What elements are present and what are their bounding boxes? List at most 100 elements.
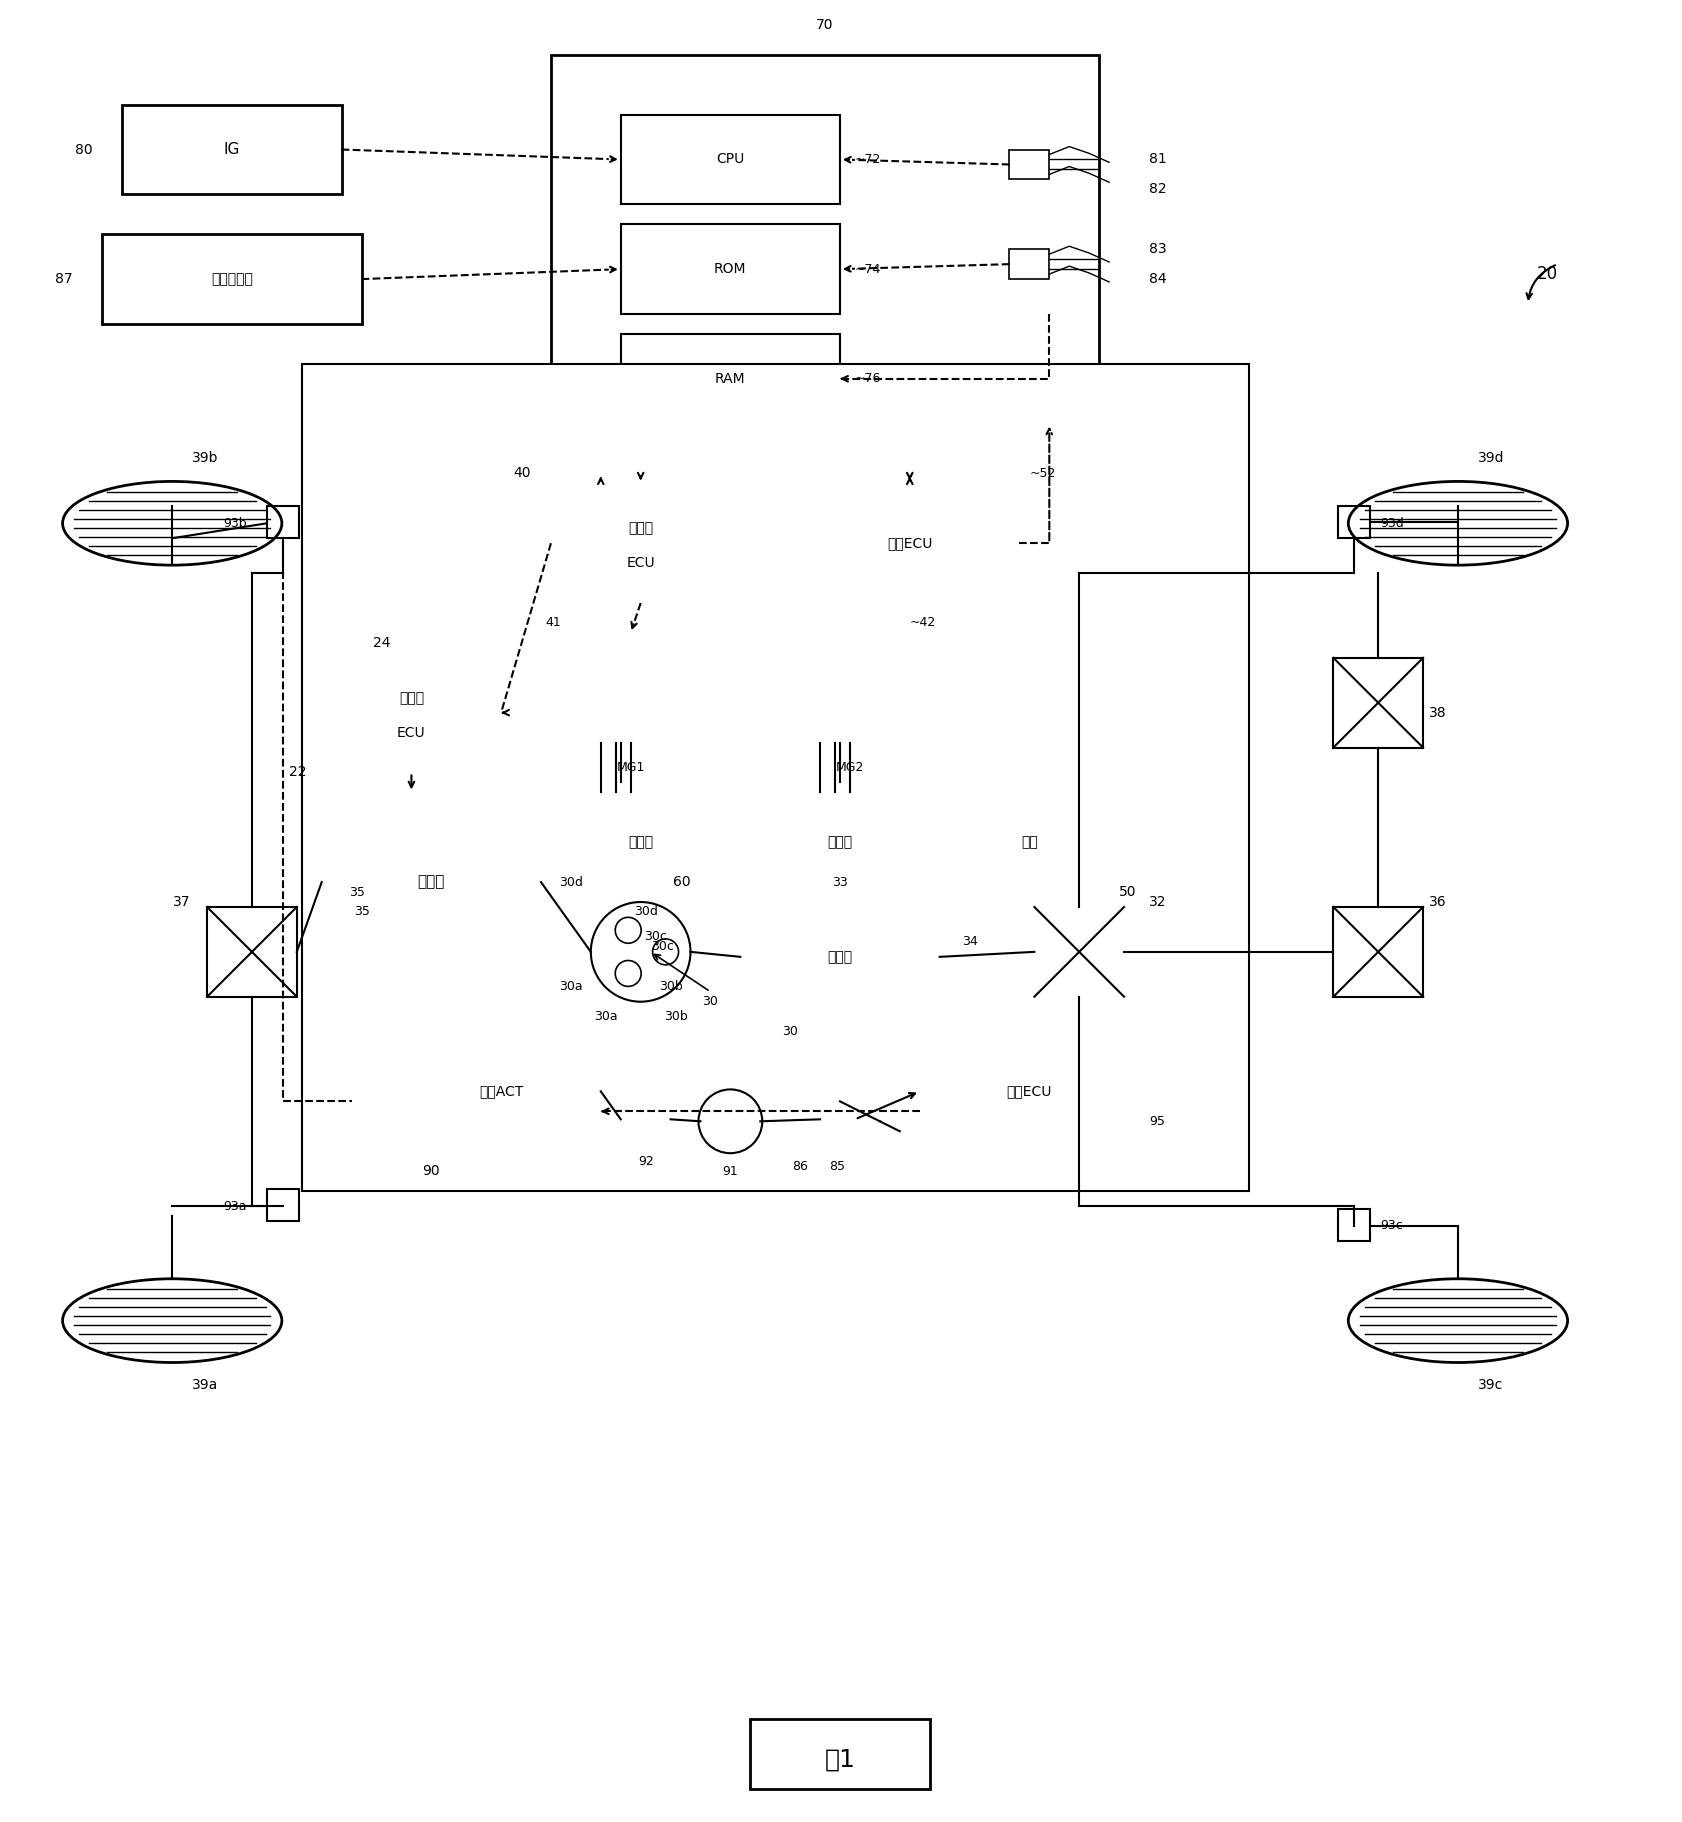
Bar bbox=[1034, 907, 1124, 997]
Text: ~72: ~72 bbox=[854, 153, 881, 166]
Text: CPU: CPU bbox=[717, 153, 745, 166]
Text: MG1: MG1 bbox=[617, 762, 644, 774]
Text: 93b: 93b bbox=[224, 517, 247, 530]
Text: 30b: 30b bbox=[664, 1009, 688, 1024]
Text: ~52: ~52 bbox=[1029, 466, 1056, 479]
Text: 电动机: 电动机 bbox=[627, 521, 653, 536]
Text: ~74: ~74 bbox=[854, 262, 881, 275]
Bar bbox=[552, 55, 1098, 474]
Text: 90: 90 bbox=[422, 1164, 441, 1179]
Bar bbox=[321, 652, 501, 773]
Text: 39a: 39a bbox=[192, 1379, 219, 1392]
Text: 30d: 30d bbox=[634, 906, 658, 918]
Bar bbox=[267, 1190, 299, 1221]
Text: 发动机: 发动机 bbox=[417, 875, 446, 889]
Text: 24: 24 bbox=[373, 636, 390, 650]
Bar bbox=[920, 1042, 1139, 1141]
Text: ECU: ECU bbox=[397, 725, 426, 740]
Text: 30: 30 bbox=[782, 1026, 797, 1039]
Text: 39c: 39c bbox=[1478, 1379, 1504, 1392]
Text: 91: 91 bbox=[723, 1164, 738, 1177]
Text: 30b: 30b bbox=[659, 980, 683, 993]
Text: 22: 22 bbox=[289, 765, 306, 780]
Text: 发动机: 发动机 bbox=[399, 691, 424, 705]
Text: 41: 41 bbox=[545, 616, 560, 629]
Text: 图1: 图1 bbox=[824, 1747, 856, 1771]
Bar bbox=[950, 782, 1108, 902]
Text: 81: 81 bbox=[1149, 153, 1167, 166]
Bar bbox=[552, 483, 730, 603]
Text: 85: 85 bbox=[829, 1159, 844, 1173]
Bar bbox=[372, 1017, 969, 1166]
Text: 30a: 30a bbox=[594, 1009, 617, 1024]
Text: ~76: ~76 bbox=[854, 372, 881, 384]
Text: ECU: ECU bbox=[626, 556, 654, 570]
Bar bbox=[801, 483, 1019, 603]
Text: 70: 70 bbox=[816, 18, 834, 33]
Bar bbox=[801, 632, 900, 743]
Text: 30c: 30c bbox=[644, 931, 668, 944]
Bar bbox=[321, 793, 542, 971]
Text: 制动ACT: 制动ACT bbox=[479, 1084, 523, 1099]
Text: MG2: MG2 bbox=[836, 762, 865, 774]
Bar bbox=[1334, 658, 1423, 747]
Text: RAM: RAM bbox=[715, 372, 745, 386]
Text: 电池ECU: 电池ECU bbox=[886, 536, 932, 550]
Bar bbox=[740, 902, 940, 1011]
Bar bbox=[1334, 907, 1423, 997]
Text: 电动机: 电动机 bbox=[627, 834, 653, 849]
Text: 50: 50 bbox=[1119, 885, 1137, 898]
Text: 30a: 30a bbox=[558, 980, 582, 993]
Text: ~42: ~42 bbox=[910, 616, 935, 629]
Text: 车速传感器: 车速传感器 bbox=[210, 271, 252, 286]
Bar bbox=[750, 782, 930, 902]
Text: ROM: ROM bbox=[715, 262, 747, 277]
Bar bbox=[1009, 149, 1050, 179]
Text: 82: 82 bbox=[1149, 182, 1167, 197]
Text: 92: 92 bbox=[637, 1155, 654, 1168]
Bar bbox=[267, 507, 299, 537]
Bar bbox=[580, 632, 681, 743]
Text: 60: 60 bbox=[673, 875, 691, 889]
Text: 93d: 93d bbox=[1381, 517, 1404, 530]
Text: 变速器: 变速器 bbox=[828, 949, 853, 964]
Text: 84: 84 bbox=[1149, 271, 1167, 286]
Bar bbox=[621, 1100, 671, 1137]
Bar bbox=[621, 333, 839, 425]
Text: 87: 87 bbox=[56, 271, 72, 286]
Text: 37: 37 bbox=[173, 895, 192, 909]
Bar bbox=[103, 235, 362, 324]
Bar bbox=[123, 104, 341, 195]
Text: 80: 80 bbox=[76, 142, 93, 157]
Bar bbox=[750, 1720, 930, 1789]
Text: 36: 36 bbox=[1430, 895, 1447, 909]
Text: 30c: 30c bbox=[651, 940, 673, 953]
Text: 30d: 30d bbox=[558, 876, 584, 889]
Text: 电池: 电池 bbox=[1021, 834, 1038, 849]
Text: 93c: 93c bbox=[1381, 1219, 1403, 1232]
Bar bbox=[552, 782, 730, 902]
Text: IG: IG bbox=[224, 142, 241, 157]
Text: 32: 32 bbox=[1149, 895, 1167, 909]
Bar bbox=[402, 1042, 600, 1141]
Text: 制动ECU: 制动ECU bbox=[1008, 1084, 1051, 1099]
Bar bbox=[1009, 250, 1050, 279]
Text: 34: 34 bbox=[962, 935, 977, 949]
Bar bbox=[1339, 507, 1371, 537]
Text: 40: 40 bbox=[513, 466, 532, 481]
Bar bbox=[301, 364, 1248, 1192]
Text: 35: 35 bbox=[353, 906, 370, 918]
Text: 35: 35 bbox=[348, 885, 365, 898]
Bar bbox=[621, 224, 839, 313]
Text: 33: 33 bbox=[833, 876, 848, 889]
Text: 93a: 93a bbox=[224, 1199, 247, 1212]
Text: 95: 95 bbox=[1149, 1115, 1166, 1128]
Bar bbox=[1339, 1210, 1371, 1241]
Text: 20: 20 bbox=[1537, 266, 1558, 282]
Text: 39d: 39d bbox=[1478, 452, 1504, 465]
Text: 38: 38 bbox=[1430, 705, 1447, 720]
Bar bbox=[207, 907, 296, 997]
Text: 30: 30 bbox=[703, 995, 718, 1008]
Text: 83: 83 bbox=[1149, 242, 1167, 257]
Bar bbox=[621, 115, 839, 204]
